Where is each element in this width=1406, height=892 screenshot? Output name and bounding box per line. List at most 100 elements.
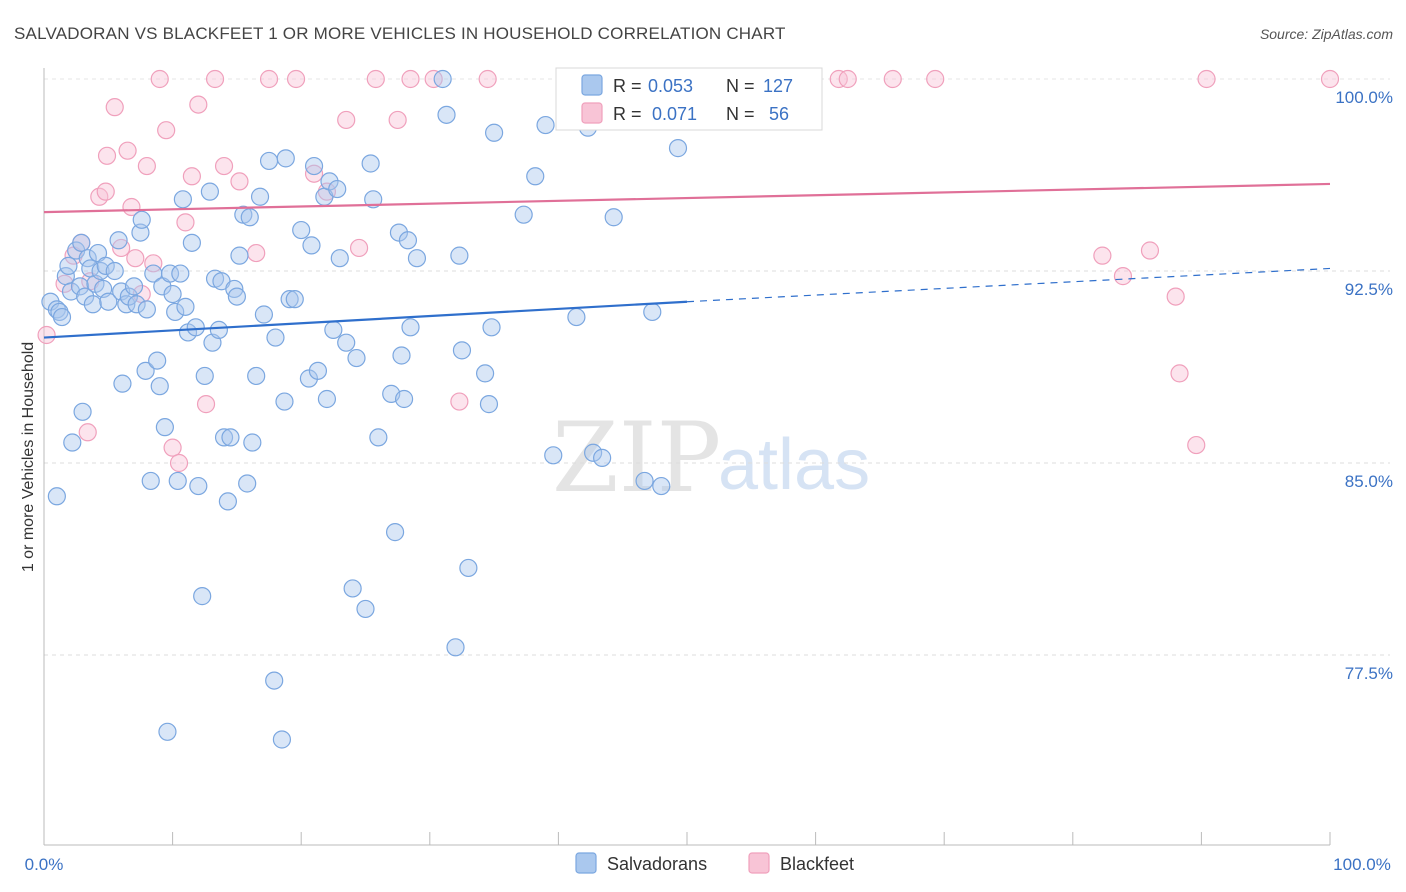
point-salvadorans: [186, 318, 205, 337]
point-salvadorans: [317, 389, 337, 409]
point-salvadorans: [668, 139, 688, 158]
point-salvadorans: [218, 492, 237, 511]
legend-swatch-blackfeet: [581, 102, 603, 124]
point-salvadorans: [70, 277, 90, 296]
point-blackfeet: [349, 238, 369, 258]
point-blackfeet: [105, 98, 124, 117]
y-tick-labels: 100.0% 92.5% 85.0% 77.5%: [1335, 88, 1393, 683]
point-blackfeet: [304, 164, 324, 183]
trendline-extension-salvadorans: [686, 267, 1331, 303]
point-salvadorans: [155, 418, 174, 437]
point-salvadorans: [109, 231, 128, 250]
point-blackfeet: [163, 438, 182, 457]
point-salvadorans: [150, 377, 169, 396]
point-blackfeet: [137, 156, 156, 176]
point-salvadorans: [200, 182, 219, 201]
chart-source: Source: ZipAtlas.com: [1260, 26, 1393, 42]
point-salvadorans: [195, 366, 214, 386]
y-axis-label: 1 or more Vehicles in Household: [20, 342, 37, 572]
point-blackfeet: [1093, 246, 1112, 265]
point-blackfeet: [1170, 364, 1189, 383]
point-salvadorans: [243, 433, 262, 452]
point-salvadorans: [337, 333, 356, 352]
trendlines: [43, 182, 1331, 339]
point-salvadorans: [394, 389, 414, 409]
point-salvadorans: [105, 261, 124, 281]
legend-box: R = 0.053 N = 127 R = 0.071 N = 56: [555, 67, 823, 131]
point-salvadorans: [91, 261, 110, 281]
legend-n-label-salvadorans: N =: [726, 76, 755, 96]
point-salvadorans: [166, 302, 185, 322]
y-tick-label: 92.5%: [1345, 280, 1393, 299]
point-blackfeet: [205, 69, 225, 89]
point-salvadorans: [593, 448, 612, 467]
point-salvadorans: [272, 730, 292, 749]
point-salvadorans: [514, 205, 533, 224]
point-salvadorans: [482, 318, 501, 337]
point-salvadorans: [302, 236, 321, 255]
trendline-salvadorans: [43, 300, 688, 339]
legend-n-label-blackfeet: N =: [726, 104, 755, 124]
point-salvadorans: [343, 579, 362, 598]
point-salvadorans: [285, 290, 304, 309]
point-blackfeet: [247, 243, 266, 263]
point-blackfeet: [259, 69, 279, 89]
point-salvadorans: [72, 233, 91, 252]
point-blackfeet: [126, 249, 145, 268]
point-blackfeet: [1187, 435, 1206, 455]
gridlines: [44, 78, 1390, 656]
point-salvadorans: [567, 307, 586, 327]
point-salvadorans: [450, 246, 469, 265]
bottom-legend: Salvadorans Blackfeet: [575, 852, 854, 874]
point-salvadorans: [266, 328, 285, 347]
point-salvadorans: [280, 290, 299, 309]
point-salvadorans: [230, 246, 249, 265]
point-salvadorans: [168, 471, 187, 491]
point-salvadorans: [63, 433, 82, 452]
point-blackfeet: [450, 392, 469, 411]
point-salvadorans: [401, 318, 420, 337]
point-salvadorans: [124, 277, 144, 296]
x-tick-label-left: 0.0%: [25, 855, 64, 874]
point-salvadorans: [304, 156, 324, 176]
point-salvadorans: [369, 428, 388, 447]
point-blackfeet: [926, 69, 945, 89]
point-salvadorans: [182, 233, 201, 252]
point-blackfeet: [366, 69, 385, 89]
point-salvadorans: [113, 374, 132, 393]
point-salvadorans: [475, 364, 495, 383]
point-salvadorans: [148, 351, 167, 370]
point-salvadorans: [361, 154, 380, 173]
point-salvadorans: [364, 190, 383, 209]
legend-n-value-blackfeet: 56: [769, 104, 789, 124]
point-salvadorans: [250, 187, 270, 206]
point-blackfeet: [196, 395, 216, 414]
point-salvadorans: [330, 249, 349, 268]
point-salvadorans: [137, 300, 156, 319]
point-salvadorans: [73, 402, 92, 421]
point-salvadorans: [392, 346, 411, 365]
point-blackfeet: [150, 69, 169, 89]
point-salvadorans: [328, 179, 347, 199]
point-salvadorans: [59, 256, 78, 275]
point-salvadorans: [173, 190, 192, 209]
point-blackfeet: [1140, 241, 1160, 260]
series-salvadorans-points: [41, 69, 748, 749]
point-blackfeet: [401, 69, 420, 89]
point-salvadorans: [275, 392, 294, 411]
point-salvadorans: [214, 428, 234, 447]
point-blackfeet: [97, 146, 117, 165]
point-salvadorans: [50, 302, 69, 322]
point-salvadorans: [96, 256, 115, 275]
point-salvadorans: [171, 264, 190, 283]
point-salvadorans: [52, 307, 72, 327]
legend-r-label-salvadorans: R =: [613, 76, 642, 96]
legend-r-value-salvadorans: 0.053: [648, 76, 693, 96]
point-blackfeet: [230, 172, 249, 191]
point-blackfeet: [176, 213, 195, 232]
point-salvadorans: [356, 599, 375, 619]
point-blackfeet: [169, 453, 189, 473]
point-salvadorans: [433, 69, 452, 89]
point-blackfeet: [157, 121, 176, 140]
point-salvadorans: [76, 287, 95, 306]
